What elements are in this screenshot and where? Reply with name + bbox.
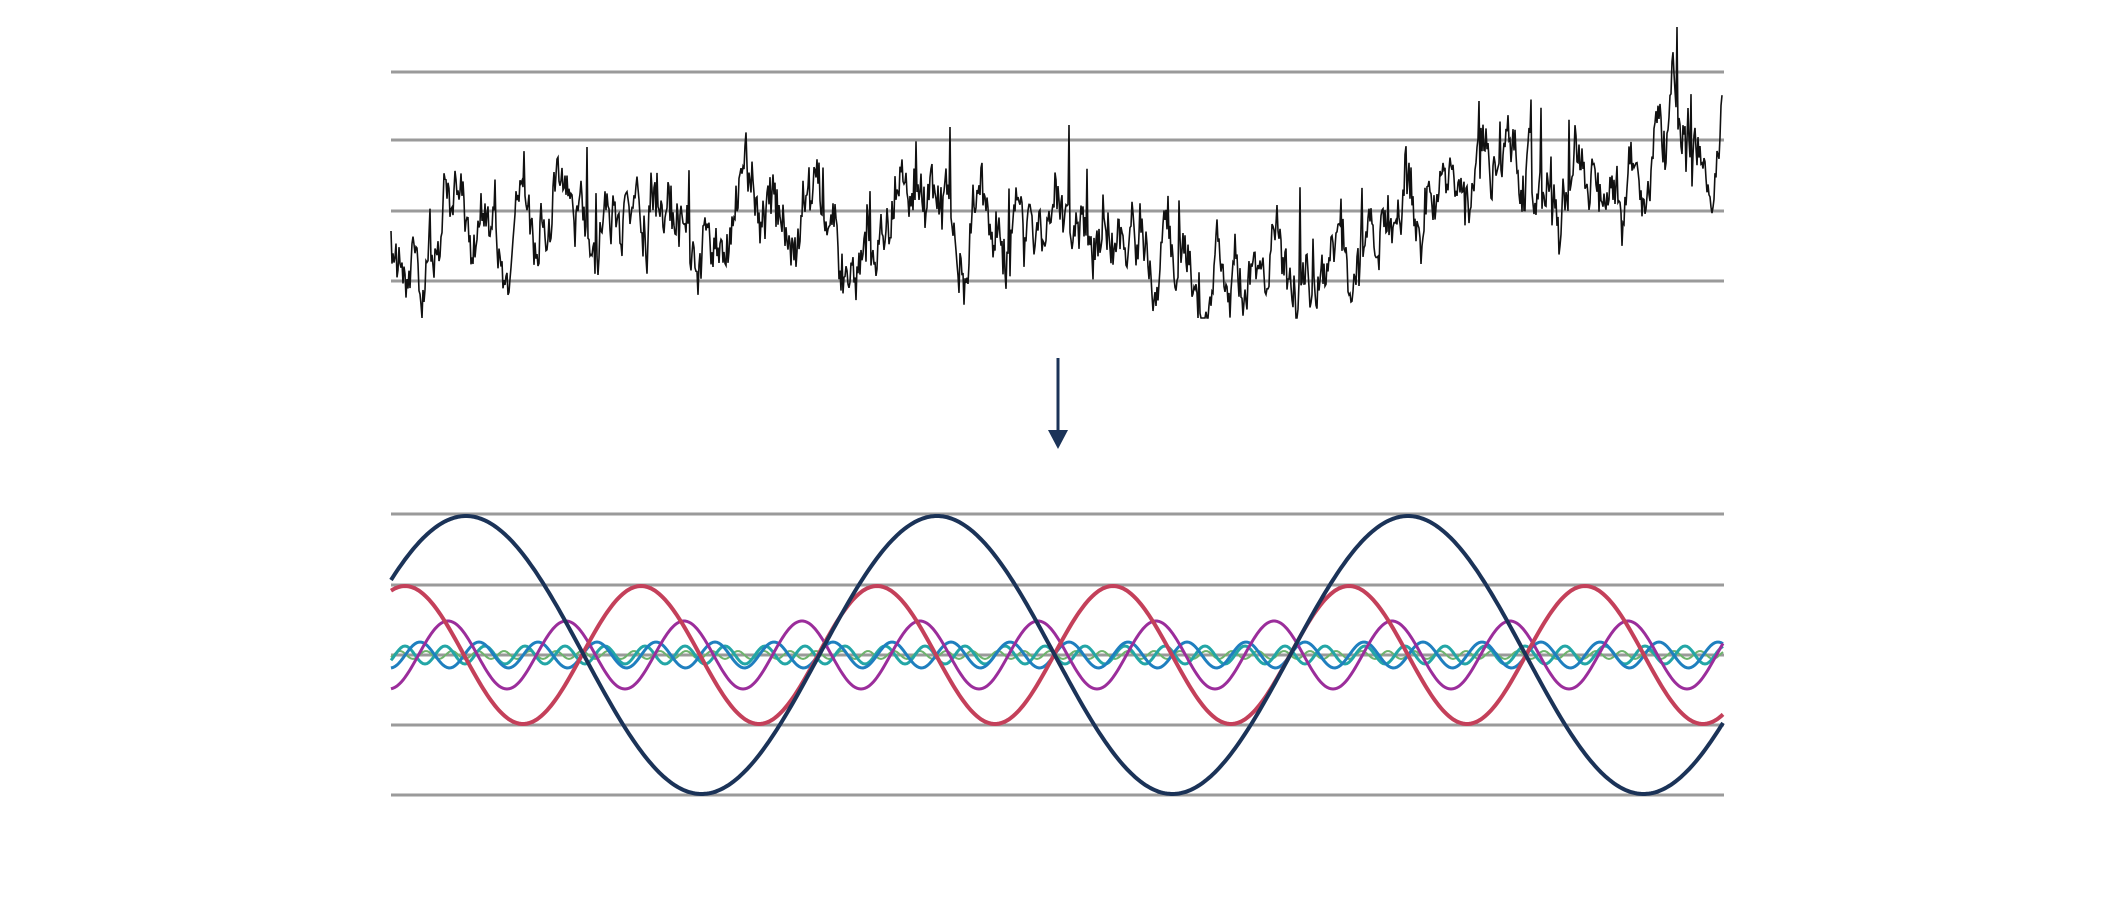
component-wave — [389, 583, 1725, 727]
arrow — [1048, 358, 1068, 449]
raw-signal — [390, 26, 1723, 319]
components-panel — [389, 512, 1725, 797]
component-wave — [389, 514, 1725, 796]
arrow-head — [1048, 430, 1068, 449]
raw-signal-panel — [390, 26, 1724, 319]
component-wave — [390, 619, 1725, 691]
